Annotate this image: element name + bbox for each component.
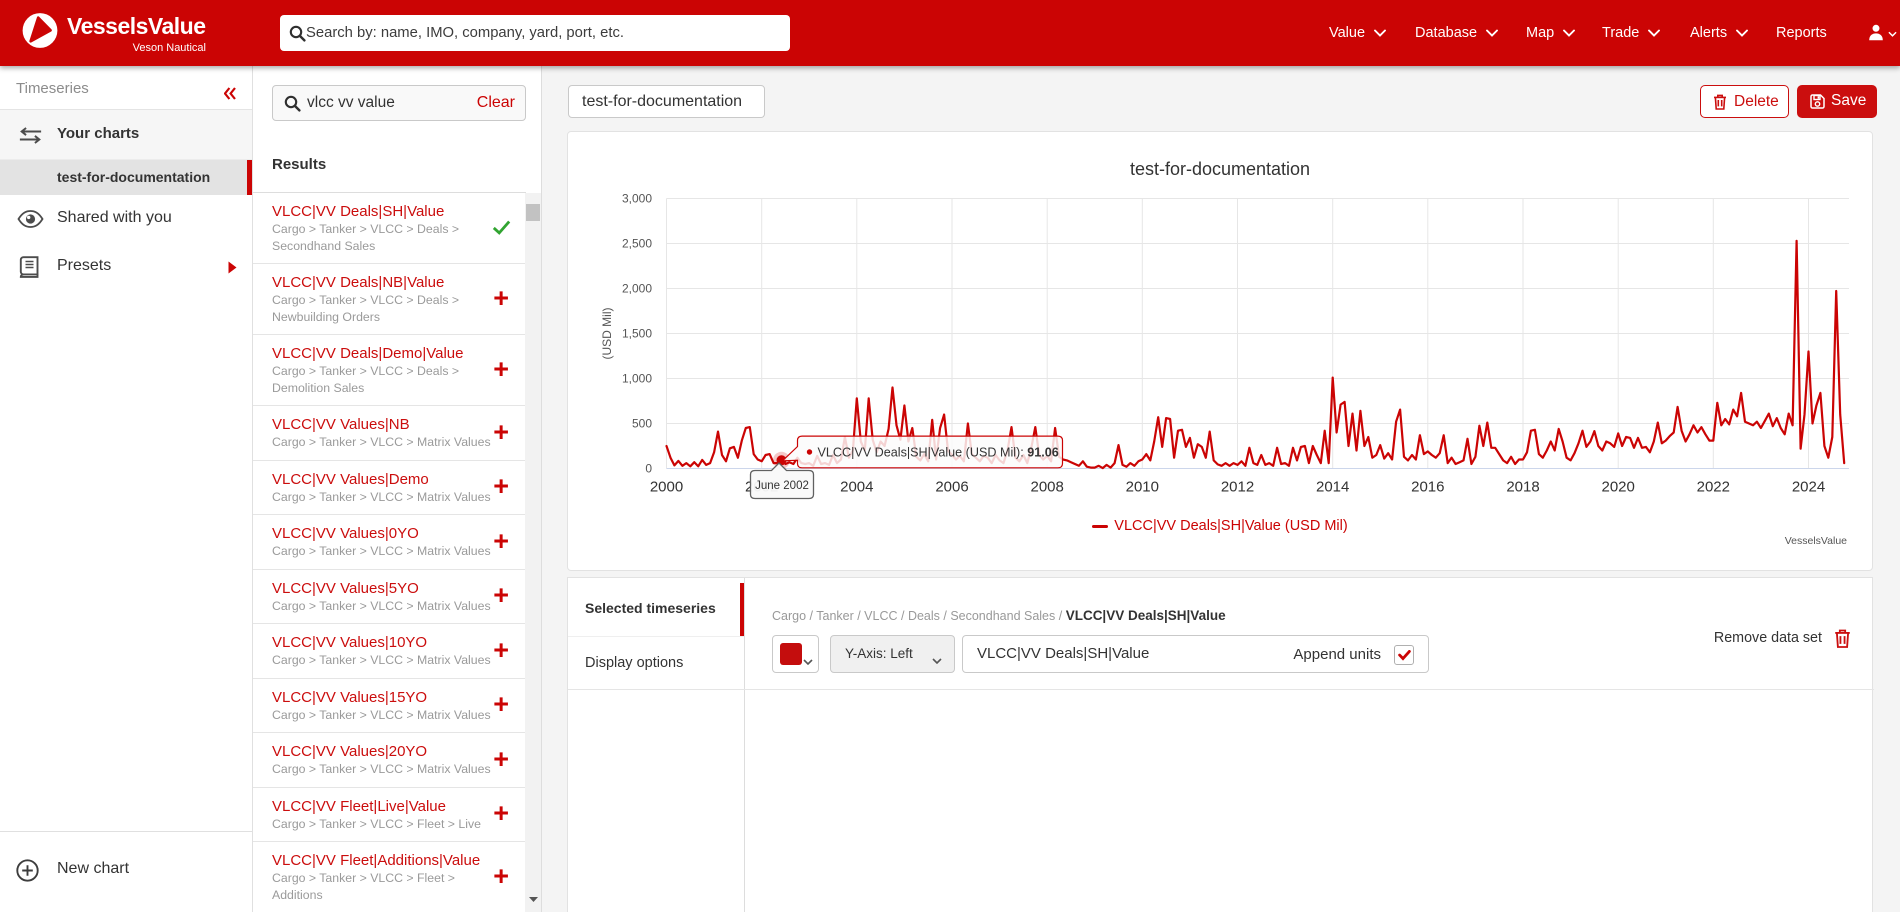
svg-text:2024: 2024 [1792,479,1825,496]
svg-text:2000: 2000 [650,479,683,496]
svg-text:2018: 2018 [1506,479,1539,496]
svg-text:June 2002: June 2002 [755,480,809,492]
svg-text:2020: 2020 [1602,479,1635,496]
svg-text:2022: 2022 [1697,479,1730,496]
svg-text:1,000: 1,000 [622,372,652,386]
svg-text:VLCC|VV Deals|SH|Value (USD Mi: VLCC|VV Deals|SH|Value (USD Mil): 91.06 [818,446,1059,460]
svg-text:2,500: 2,500 [622,237,652,251]
svg-text:2004: 2004 [840,479,873,496]
svg-text:2012: 2012 [1221,479,1254,496]
svg-text:500: 500 [632,417,652,431]
svg-text:2014: 2014 [1316,479,1349,496]
svg-text:3,000: 3,000 [622,192,652,206]
svg-text:2,000: 2,000 [622,282,652,296]
svg-text:2008: 2008 [1031,479,1064,496]
svg-text:2010: 2010 [1126,479,1159,496]
svg-text:2006: 2006 [935,479,968,496]
svg-text:2016: 2016 [1411,479,1444,496]
svg-text:(USD Mil): (USD Mil) [600,308,614,360]
svg-text:1,500: 1,500 [622,327,652,341]
svg-text:0: 0 [645,462,652,476]
